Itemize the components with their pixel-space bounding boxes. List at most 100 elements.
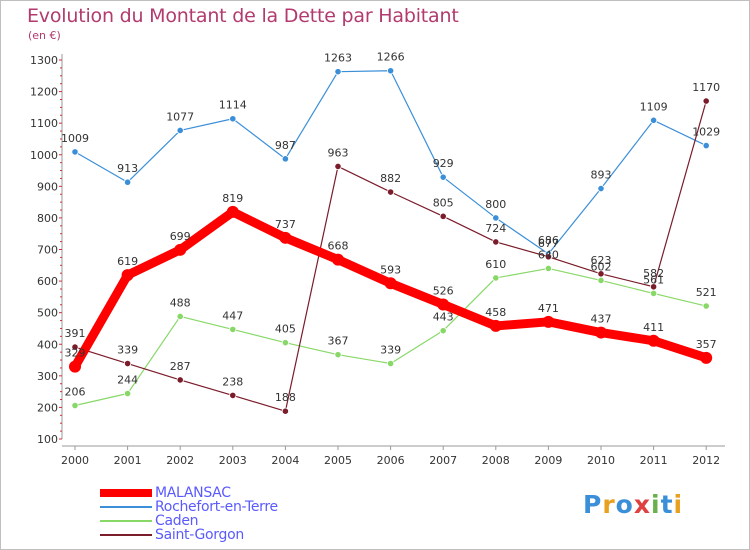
data-label-malansac: 437 (591, 313, 612, 326)
legend-item: MALANSAC (100, 485, 231, 501)
data-point-saint-gorgon (71, 343, 79, 351)
data-label-malansac: 357 (696, 338, 717, 351)
data-point-rochefort-en-terre (439, 173, 447, 181)
data-label-malansac: 699 (170, 230, 191, 243)
data-point-caden (386, 359, 395, 368)
data-label-malansac: 458 (485, 306, 506, 319)
data-point-saint-gorgon (386, 188, 395, 196)
data-point-malansac (332, 253, 344, 266)
data-label-caden: 640 (538, 248, 559, 261)
data-label-rochefort-en-terre: 913 (117, 162, 138, 175)
series-line-rochefort-en-terre (74, 70, 707, 255)
x-tick-label: 2008 (482, 454, 510, 467)
data-point-rochefort-en-terre (597, 184, 605, 193)
data-label-caden: 447 (222, 309, 243, 322)
data-point-malansac (700, 351, 713, 364)
data-point-caden (492, 274, 500, 282)
legend-item: Rochefort-en-Terre (100, 499, 278, 515)
y-tick-label: 700 (37, 244, 58, 257)
data-point-caden (597, 276, 605, 285)
data-point-caden (281, 339, 289, 347)
data-point-caden (229, 325, 237, 334)
x-tick-label: 2005 (324, 454, 352, 467)
x-tick-label: 2007 (429, 454, 457, 467)
data-label-saint-gorgon: 623 (591, 254, 612, 267)
data-point-saint-gorgon (439, 212, 447, 220)
data-label-rochefort-en-terre: 893 (591, 169, 612, 182)
y-tick-label: 500 (37, 307, 58, 320)
data-label-saint-gorgon: 238 (222, 375, 243, 388)
x-tick-label: 2002 (166, 454, 194, 467)
data-label-saint-gorgon: 1170 (692, 81, 720, 94)
data-point-rochefort-en-terre (702, 141, 710, 150)
data-label-rochefort-en-terre: 1114 (219, 99, 247, 112)
data-label-rochefort-en-terre: 1263 (324, 52, 352, 65)
data-point-malansac (174, 243, 187, 256)
y-tick-label: 1300 (30, 54, 58, 67)
data-label-caden: 367 (328, 335, 349, 348)
y-tick-label: 100 (37, 433, 58, 446)
data-point-rochefort-en-terre (229, 115, 237, 123)
data-point-saint-gorgon (492, 238, 500, 246)
data-point-rochefort-en-terre (649, 116, 658, 124)
legend-swatch (100, 506, 152, 508)
logo-letter: P (583, 490, 603, 519)
legend-label: Caden (155, 513, 199, 529)
legend-item: Saint-Gorgon (100, 527, 244, 543)
x-tick-label: 2009 (534, 454, 562, 467)
data-point-caden (649, 289, 658, 298)
data-point-saint-gorgon (281, 407, 289, 415)
data-label-saint-gorgon: 882 (380, 172, 401, 185)
x-tick-label: 2011 (640, 454, 668, 467)
data-label-saint-gorgon: 724 (485, 222, 506, 235)
data-label-caden: 206 (65, 386, 86, 399)
data-label-caden: 602 (591, 260, 612, 273)
x-tick-label: 2012 (692, 454, 720, 467)
data-label-saint-gorgon: 677 (538, 237, 559, 250)
proxiti-logo: Proxiti (583, 490, 683, 519)
x-tick-label: 2000 (61, 454, 89, 467)
legend-item: Caden (100, 513, 199, 529)
data-label-saint-gorgon: 339 (117, 344, 138, 357)
data-label-rochefort-en-terre: 987 (275, 139, 296, 152)
data-point-caden (702, 302, 710, 310)
data-point-malansac (489, 319, 502, 332)
data-label-rochefort-en-terre: 1109 (640, 100, 668, 113)
chart-unit-label: (en €) (28, 29, 61, 42)
data-point-caden (334, 351, 342, 359)
y-tick-label: 1000 (30, 149, 58, 162)
x-tick-label: 2001 (114, 454, 142, 467)
data-point-malansac (279, 231, 292, 244)
data-point-malansac (69, 360, 81, 373)
data-label-saint-gorgon: 391 (65, 327, 86, 340)
data-label-caden: 610 (485, 258, 506, 271)
data-label-rochefort-en-terre: 686 (538, 234, 559, 247)
data-label-malansac: 737 (275, 218, 296, 231)
data-point-malansac (437, 298, 450, 311)
data-point-saint-gorgon (544, 253, 553, 261)
legend-label: Rochefort-en-Terre (155, 499, 278, 515)
data-label-rochefort-en-terre: 1009 (61, 132, 89, 145)
data-label-caden: 443 (433, 311, 454, 324)
data-label-malansac: 329 (65, 347, 86, 360)
data-label-rochefort-en-terre: 1077 (166, 110, 194, 123)
data-label-malansac: 411 (643, 321, 664, 334)
x-tick-label: 2004 (271, 454, 299, 467)
y-tick-label: 1100 (30, 117, 58, 130)
logo-letter: o (615, 490, 634, 519)
y-tick-label: 900 (37, 180, 58, 193)
y-tick-label: 200 (37, 401, 58, 414)
y-tick-label: 600 (37, 275, 58, 288)
data-point-saint-gorgon (702, 97, 710, 105)
data-point-caden (124, 389, 132, 398)
y-tick-label: 300 (37, 370, 58, 383)
y-tick-label: 1200 (30, 86, 58, 99)
data-label-saint-gorgon: 582 (643, 267, 664, 280)
data-point-malansac (226, 205, 239, 218)
data-label-caden: 339 (380, 344, 401, 357)
data-label-rochefort-en-terre: 1266 (377, 51, 405, 64)
data-label-malansac: 471 (538, 302, 559, 315)
data-point-malansac (542, 315, 555, 328)
data-point-saint-gorgon (229, 391, 237, 400)
